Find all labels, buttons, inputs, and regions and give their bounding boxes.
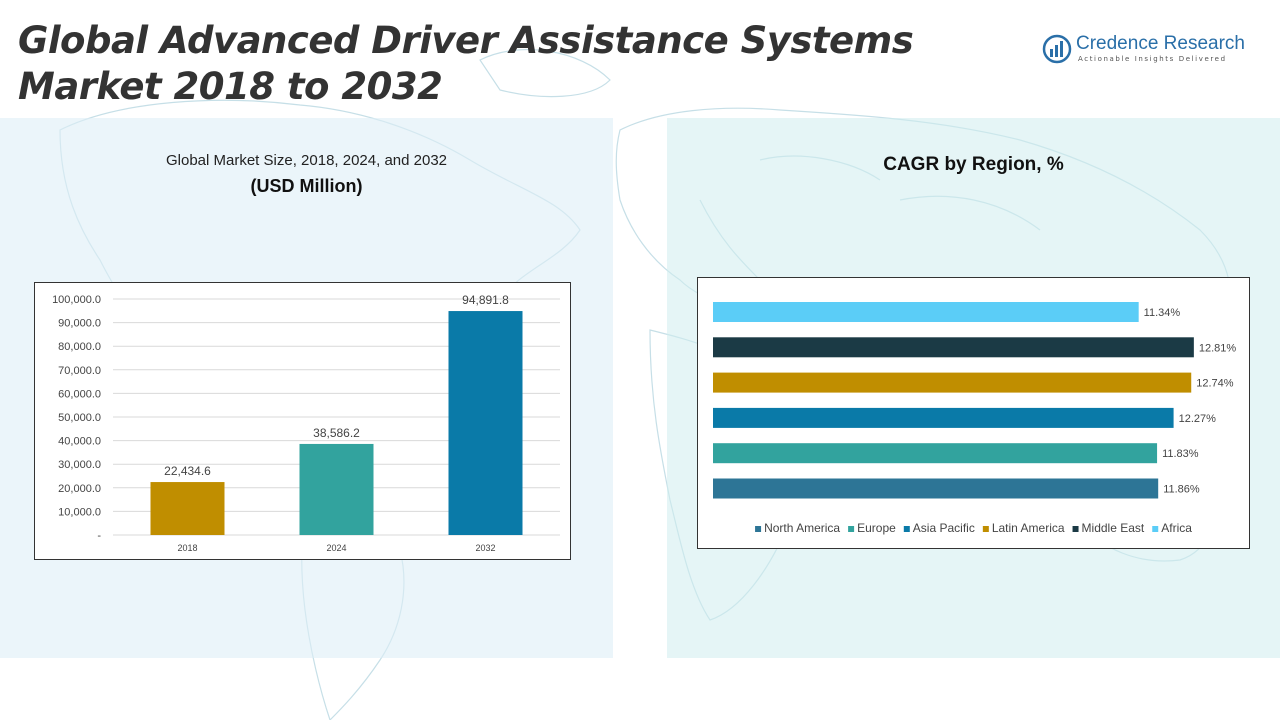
legend-label: Africa <box>1161 521 1192 535</box>
bar-middle-east <box>713 337 1194 358</box>
y-tick-label: 70,000.0 <box>58 365 101 377</box>
legend-swatch <box>755 526 762 532</box>
logo-tagline: Actionable Insights Delivered <box>1078 55 1227 63</box>
logo-name: Credence Research <box>1076 33 1245 54</box>
page-title-line-1: Global Advanced Driver Assistance System… <box>18 19 914 62</box>
market-size-chart-svg: - 10,000.0 20,000.0 30,000.0 40,000.0 50,000.… <box>52 293 560 553</box>
y-tick-label: - <box>97 530 101 542</box>
y-tick-label: 30,000.0 <box>58 459 101 471</box>
legend-label: North America <box>764 521 840 535</box>
x-tick-label: 2018 <box>177 543 197 553</box>
legend-swatch <box>982 526 989 532</box>
y-tick-label: 10,000.0 <box>58 506 101 518</box>
bar-2024 <box>299 443 374 535</box>
legend-label: Latin America <box>992 521 1065 535</box>
x-tick-label: 2032 <box>475 543 495 553</box>
legend-swatch <box>848 526 855 532</box>
bar-value-label: 11.83% <box>1162 448 1199 460</box>
market-size-chart: - 10,000.0 20,000.0 30,000.0 40,000.0 50,000.… <box>34 282 571 560</box>
bar-value-label: 94,891.8 <box>462 293 509 307</box>
bar-value-label: 38,586.2 <box>313 426 360 440</box>
bar-europe <box>713 443 1158 464</box>
cagr-chart-title: CAGR by Region, % <box>883 154 1064 175</box>
market-size-chart-title: Global Market Size, 2018, 2024, and 2032 <box>165 152 448 169</box>
bar-north-america <box>713 478 1159 499</box>
credence-research-logo: Credence Research Actionable Insights De… <box>1042 32 1257 68</box>
legend-label: Europe <box>857 521 896 535</box>
y-tick-label: 100,000.0 <box>52 294 101 306</box>
bar-asia-pacific <box>713 407 1174 428</box>
page-title-line-2: Market 2018 to 2032 <box>18 65 443 108</box>
credence-logo-icon <box>1042 34 1072 64</box>
legend-label: Middle East <box>1082 521 1145 535</box>
bar-value-label: 12.74% <box>1196 378 1234 390</box>
market-size-chart-unit: (USD Million) <box>250 176 363 196</box>
bar-value-label: 11.34% <box>1144 307 1181 319</box>
page-title: Global Advanced Driver Assistance System… <box>18 18 914 110</box>
bar-2018 <box>150 482 225 535</box>
y-tick-label: 40,000.0 <box>58 436 101 448</box>
y-tick-label: 20,000.0 <box>58 483 101 495</box>
bar-africa <box>713 302 1139 322</box>
bar-value-label: 22,434.6 <box>164 464 211 478</box>
cagr-chart-svg: 11.34% 12.81% 12.74% 12.27% 11.83% 11.86% Nort… <box>713 302 1237 535</box>
y-tick-label: 80,000.0 <box>58 341 101 353</box>
legend-swatch <box>1152 526 1159 532</box>
x-tick-label: 2024 <box>326 543 346 553</box>
bar-2032 <box>448 311 523 535</box>
bar-value-label: 12.27% <box>1179 413 1217 425</box>
legend-swatch <box>1072 526 1079 532</box>
bar-value-label: 12.81% <box>1199 342 1237 354</box>
y-tick-label: 90,000.0 <box>58 318 101 330</box>
bar-value-label: 11.86% <box>1163 484 1200 496</box>
legend-label: Asia Pacific <box>913 521 975 535</box>
y-tick-label: 50,000.0 <box>58 412 101 424</box>
legend-swatch <box>903 526 910 532</box>
chart-legend: North America Europe Asia Pacific Latin Ame… <box>755 521 1192 535</box>
bar-latin-america <box>713 372 1192 393</box>
cagr-chart: 11.34% 12.81% 12.74% 12.27% 11.83% 11.86% Nort… <box>697 277 1250 549</box>
y-tick-label: 60,000.0 <box>58 388 101 400</box>
